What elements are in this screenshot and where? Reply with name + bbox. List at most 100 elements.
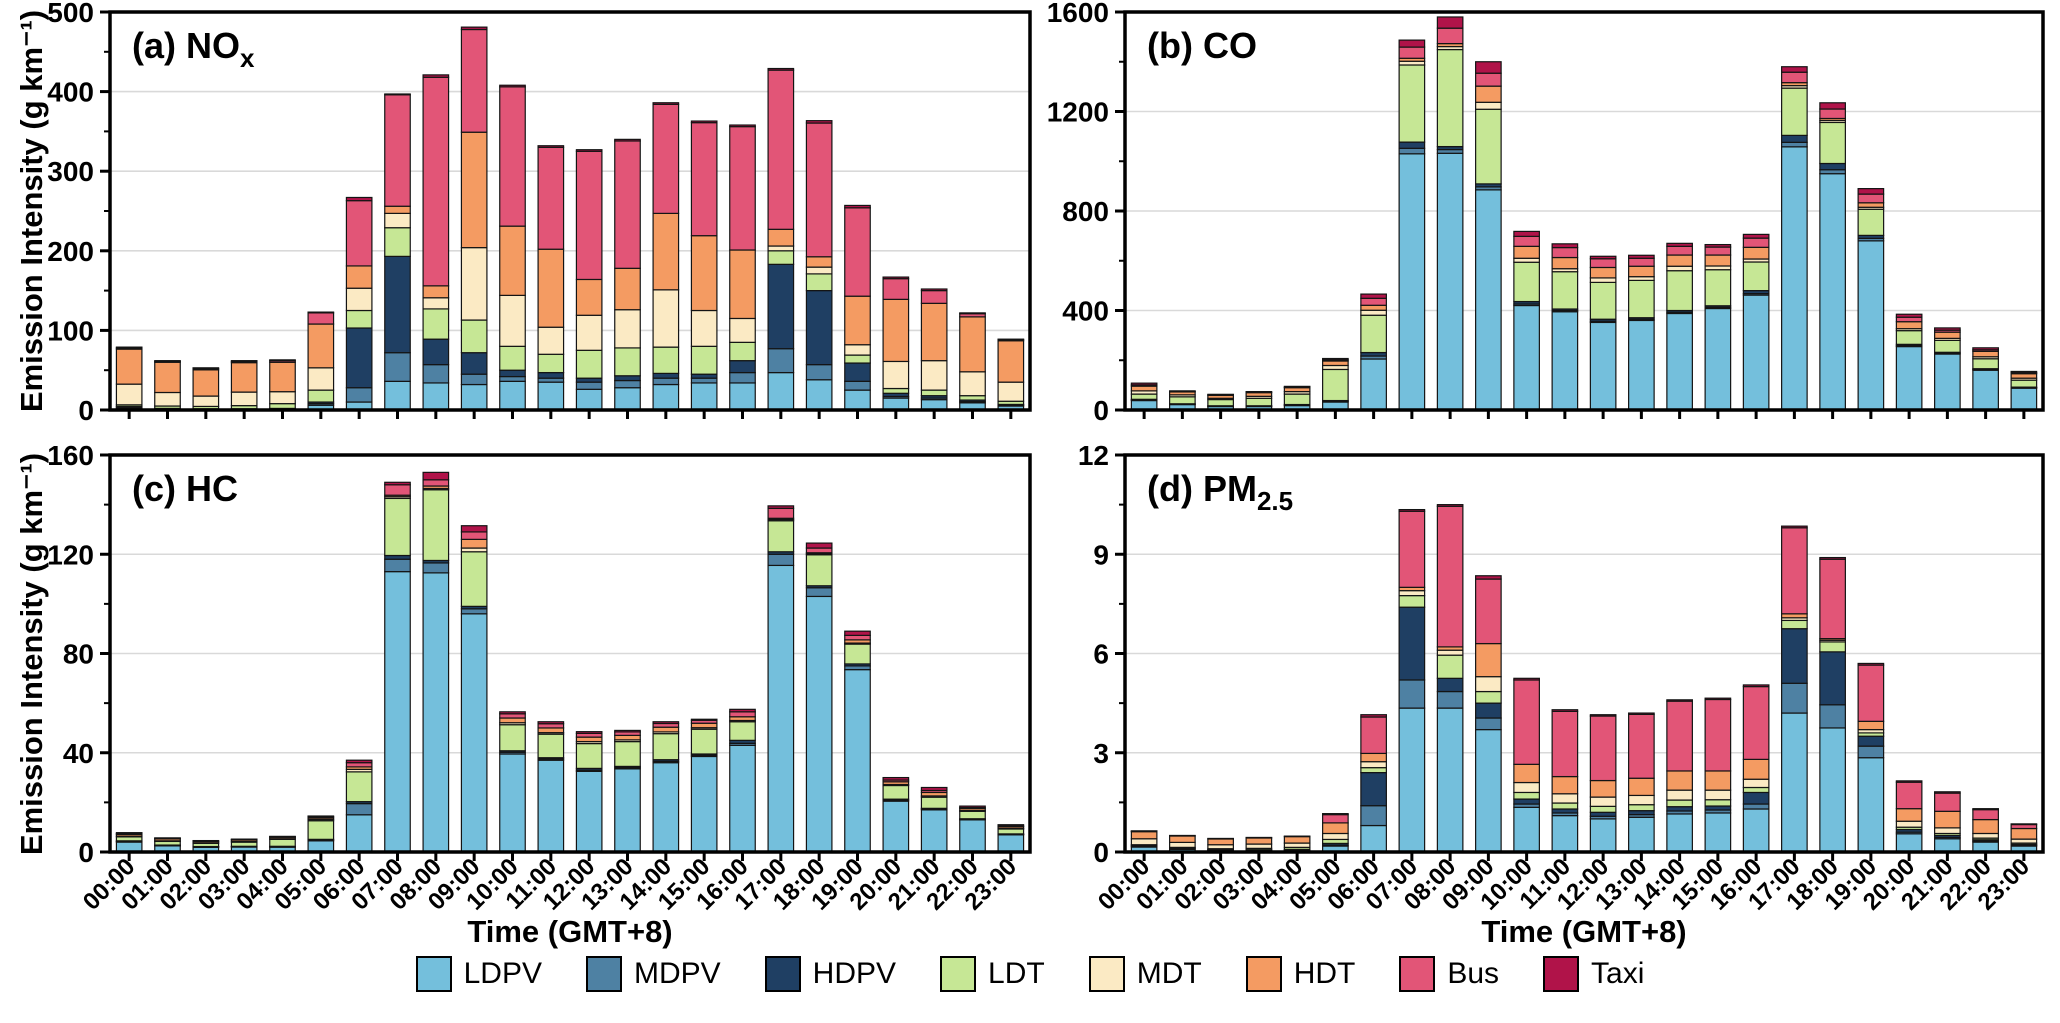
legend-item-ldpv: LDPV (415, 956, 542, 992)
bar-segment-HDT (997, 340, 1025, 383)
bar-segment-HDPV (1513, 798, 1540, 805)
legend-item-hdpv: HDPV (764, 956, 896, 992)
bar-segment-MDPV (345, 387, 373, 403)
bar-segment-HDT (1130, 385, 1158, 392)
legend-item-mdpv: MDPV (585, 956, 721, 992)
bar-segment-Taxi (537, 721, 565, 725)
bar-segment-Taxi (1666, 699, 1693, 702)
bar-segment-HDPV (1819, 651, 1846, 706)
bar-segment-LDPV (537, 381, 565, 411)
bar-segment-LDT (1169, 396, 1196, 405)
bar-segment-Bus (499, 713, 526, 719)
bar-segment-LDPV (1704, 307, 1732, 411)
bar-segment-Taxi (499, 84, 526, 88)
legend: LDPV MDPV HDPV LDT MDT HDT Bus Taxi (0, 956, 2060, 992)
bar-segment-HDT (1972, 818, 1999, 835)
bar-segment-MDT (1513, 781, 1540, 794)
y-tick-label: 0 (1093, 395, 1109, 426)
bar-segment-HDPV (384, 255, 411, 354)
bar-segment-LDT (345, 309, 373, 329)
bar-segment-MDPV (1781, 682, 1808, 714)
bar-segment-Bus (1895, 316, 1923, 323)
bar-segment-MDPV (460, 608, 488, 615)
bar-segment-MDPV (1398, 679, 1426, 709)
bar-segment-HDT (1322, 360, 1349, 367)
bar-segment-Taxi (1130, 382, 1158, 386)
bar-segment-Taxi (1398, 39, 1426, 48)
bar-segment-Bus (1551, 246, 1579, 259)
bar-segment-HDT (614, 267, 641, 311)
y-tick-label: 400 (1062, 296, 1109, 327)
bar-segment-LDPV (729, 382, 756, 411)
bar-segment-Bus (1857, 193, 1885, 204)
bar-segment-HDPV (614, 375, 641, 382)
bar-segment-HDPV (1742, 791, 1770, 805)
bar-segment-LDPV (1360, 824, 1387, 853)
bar-segment-LDT (1628, 804, 1655, 812)
bar-segment-Taxi (460, 26, 488, 31)
bar-segment-LDT (537, 733, 565, 759)
bar-segment-MDT (345, 287, 373, 312)
bar-segment-Bus (1551, 710, 1579, 778)
bar-segment-Taxi (1972, 808, 1999, 811)
bar-segment-Taxi (652, 721, 680, 725)
bar-segment-HDT (1704, 770, 1732, 791)
bar-segment-Taxi (307, 815, 335, 818)
bar-segment-HDT (575, 278, 603, 316)
bar-segment-Taxi (920, 786, 948, 792)
bar-segment-LDT (269, 403, 296, 410)
bar-segment-MDT (1360, 309, 1387, 316)
bar-segment-Taxi (269, 835, 296, 838)
bar-segment-LDT (997, 828, 1025, 835)
bar-segment-Taxi (1819, 556, 1846, 560)
y-tick-label: 12 (1078, 440, 1109, 471)
bar-segment-HDT (1895, 321, 1923, 330)
bar-segment-MDT (230, 391, 258, 407)
bar-segment-MDT (1972, 832, 1999, 839)
bar-segment-Bus (384, 94, 411, 207)
bar-segment-LDPV (537, 759, 565, 853)
bar-segment-Bus (1781, 71, 1808, 84)
bar-segment-LDPV (1857, 757, 1885, 853)
bar-segment-LDPV (1742, 808, 1770, 853)
bar-segment-Taxi (805, 120, 833, 124)
bar-segment-LDPV (844, 669, 871, 853)
bar-segment-HDT (1857, 720, 1885, 731)
bar-segment-LDPV (920, 809, 948, 853)
y-tick-label: 9 (1093, 539, 1109, 570)
bar-segment-LDPV (767, 564, 795, 853)
bar-segment-Taxi (1283, 835, 1311, 838)
bar-segment-HDT (882, 298, 910, 363)
bar-segment-MDPV (1742, 803, 1770, 810)
bar-segment-HDT (2010, 373, 2038, 379)
bar-segment-LDPV (499, 380, 526, 411)
bar-segment-Bus (1972, 809, 1999, 821)
bar-segment-LDT (1666, 270, 1693, 312)
bar-segment-HDT (1360, 304, 1387, 311)
bar-segment-HDT (499, 717, 526, 724)
bar-segment-LDT (1589, 281, 1617, 320)
bar-segment-MDPV (422, 562, 450, 574)
bar-segment-HDT (1245, 837, 1273, 845)
bar-segment-MDPV (460, 373, 488, 386)
bar-segment-MDT (192, 395, 220, 408)
bar-segment-HDPV (1398, 606, 1426, 681)
bar-segment-LDT (422, 308, 450, 340)
bar-segment-LDPV (1666, 312, 1693, 411)
x-axis-label-left: Time (GMT+8) (467, 914, 673, 949)
bar-segment-Taxi (1398, 508, 1426, 512)
bar-segment-LDT (920, 389, 948, 397)
bar-segment-Bus (575, 150, 603, 281)
bar-segment-MDT (767, 245, 795, 252)
bar-segment-LDT (1781, 87, 1808, 136)
bar-segment-Bus (1513, 235, 1540, 247)
bar-segment-LDT (1742, 261, 1770, 292)
bar-segment-MDT (1398, 590, 1426, 597)
bar-segment-LDT (652, 346, 680, 374)
bar-segment-Bus (537, 146, 565, 250)
bar-segment-HDT (652, 726, 680, 733)
bar-segment-LDPV (805, 595, 833, 853)
bar-segment-LDPV (1589, 818, 1617, 853)
bar-segment-HDT (1857, 202, 1885, 208)
bar-segment-Taxi (1475, 61, 1502, 74)
